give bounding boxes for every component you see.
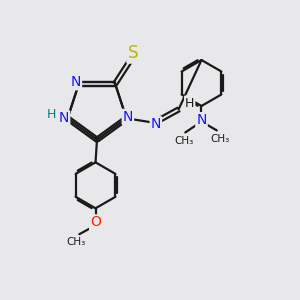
Text: H: H <box>47 108 56 121</box>
Text: CH₃: CH₃ <box>174 136 194 146</box>
Text: CH₃: CH₃ <box>67 237 86 247</box>
Text: O: O <box>90 215 101 230</box>
Text: N: N <box>196 113 207 127</box>
Text: N: N <box>123 110 133 124</box>
Text: N: N <box>151 117 161 131</box>
Text: N: N <box>59 111 69 125</box>
Text: H: H <box>185 97 194 110</box>
Text: N: N <box>71 75 81 89</box>
Text: S: S <box>128 44 138 62</box>
Text: CH₃: CH₃ <box>210 134 230 144</box>
